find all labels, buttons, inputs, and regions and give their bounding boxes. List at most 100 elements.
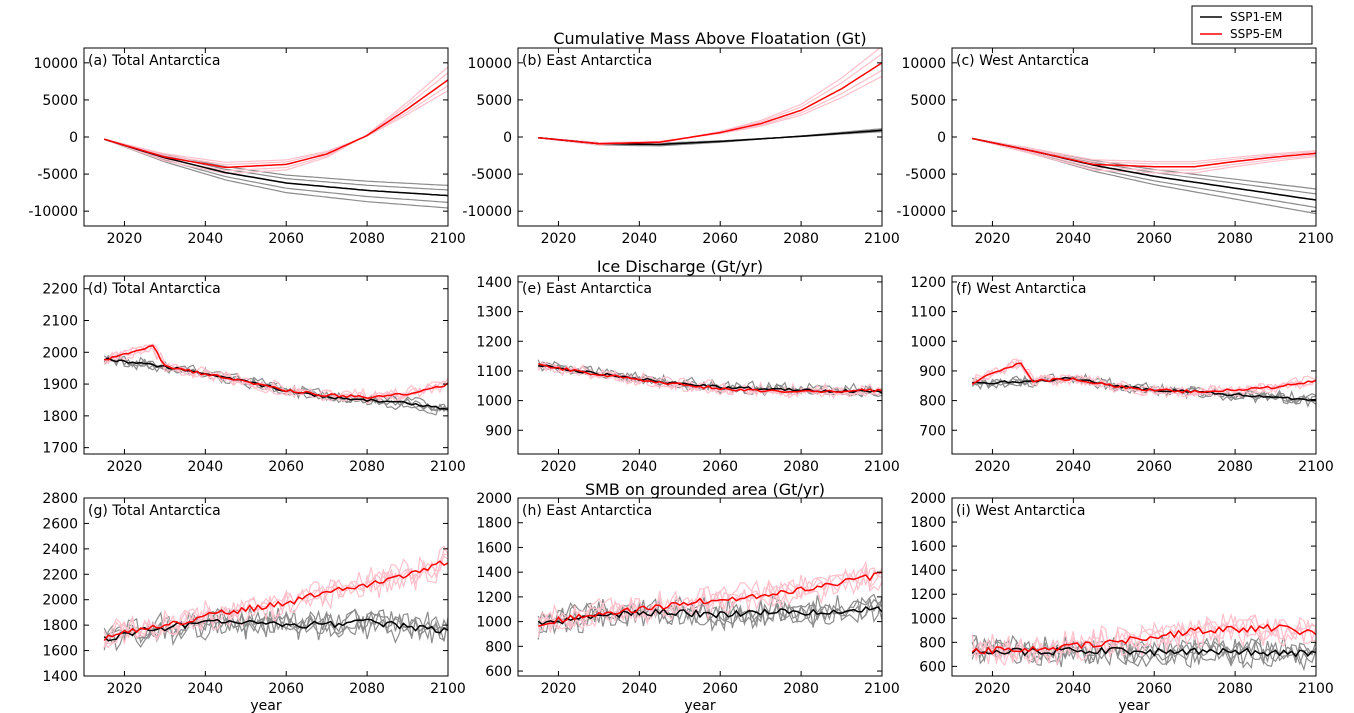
ytick-label-c-5000: 5000 — [910, 93, 946, 109]
ytick-label-i-1400: 1400 — [910, 563, 946, 579]
ytick-label-a--10000: -10000 — [28, 204, 78, 220]
xlabel-g: year — [250, 698, 281, 713]
xtick-label-c-2100: 2100 — [1298, 231, 1334, 247]
member-c-1-2 — [972, 137, 1316, 165]
member-b-1-0 — [538, 62, 882, 145]
member-h-1-2 — [537, 560, 882, 634]
xtick-label-d-2080: 2080 — [349, 459, 385, 475]
ytick-label-i-1200: 1200 — [910, 587, 946, 603]
xtick-label-e-2040: 2040 — [622, 459, 658, 475]
plot-area-d — [103, 343, 448, 416]
member-c-1-1 — [972, 137, 1316, 171]
ytick-label-b--10000: -10000 — [462, 204, 512, 220]
member-g-1-2 — [103, 545, 448, 648]
axes-frame-c — [951, 47, 1317, 227]
ytick-label-d-1800: 1800 — [42, 409, 78, 425]
xtick-label-a-2100: 2100 — [430, 231, 466, 247]
panel-label-e: (e) East Antarctica — [522, 281, 652, 297]
plot-area-b — [538, 48, 882, 147]
panel-label-h: (h) East Antarctica — [522, 503, 652, 519]
ytick-label-h-2000: 2000 — [476, 491, 512, 507]
series-b-ssp5 — [538, 62, 882, 145]
ytick-label-a--5000: -5000 — [37, 167, 78, 183]
ytick-label-b--5000: -5000 — [471, 167, 512, 183]
series-e-ssp1 — [538, 364, 882, 394]
xtick-label-i-2080: 2080 — [1217, 681, 1253, 697]
plot-area-a — [103, 66, 448, 209]
ytick-label-c--10000: -10000 — [896, 204, 946, 220]
ytick-label-e-1200: 1200 — [476, 334, 512, 350]
ytick-label-i-600: 600 — [919, 659, 946, 675]
xtick-label-f-2080: 2080 — [1217, 459, 1253, 475]
xtick-label-a-2020: 2020 — [107, 231, 143, 247]
xtick-label-a-2080: 2080 — [349, 231, 385, 247]
xtick-label-e-2100: 2100 — [864, 459, 900, 475]
xtick-label-c-2020: 2020 — [975, 231, 1011, 247]
ytick-label-f-900: 900 — [919, 364, 946, 380]
xtick-label-c-2080: 2080 — [1217, 231, 1253, 247]
xlabel-h: year — [684, 698, 715, 713]
ytick-label-i-800: 800 — [919, 635, 946, 651]
xtick-label-f-2040: 2040 — [1056, 459, 1092, 475]
member-a-1-3 — [103, 66, 448, 175]
member-c-1-4 — [972, 137, 1316, 163]
panel-f: 2020 2040 2060 2080 2100 700 800 900 1000 1100 120… — [910, 275, 1333, 475]
ytick-label-f-1000: 1000 — [910, 334, 946, 350]
ytick-label-f-1100: 1100 — [910, 305, 946, 321]
xtick-label-h-2040: 2040 — [622, 681, 658, 697]
xtick-label-i-2060: 2060 — [1136, 681, 1172, 697]
panel-label-f: (f) West Antarctica — [956, 281, 1087, 297]
xtick-label-g-2020: 2020 — [107, 681, 143, 697]
ytick-label-e-1100: 1100 — [476, 364, 512, 380]
panel-label-i: (i) West Antarctica — [956, 503, 1085, 519]
panel-label-g: (g) Total Antarctica — [88, 503, 221, 519]
ytick-label-a-5000: 5000 — [42, 93, 78, 109]
panel-label-b: (b) East Antarctica — [522, 53, 652, 69]
axes-frame-d — [83, 275, 449, 455]
ytick-label-g-1800: 1800 — [42, 618, 78, 634]
xtick-label-a-2060: 2060 — [268, 231, 304, 247]
panel-label-d: (d) Total Antarctica — [88, 281, 221, 297]
panel-c: 2020 2040 2060 2080 2100 -10000 -5000 0 5000 1000… — [896, 47, 1334, 247]
ytick-label-f-1200: 1200 — [910, 275, 946, 291]
xtick-label-e-2080: 2080 — [783, 459, 819, 475]
ytick-label-i-1600: 1600 — [910, 539, 946, 555]
member-g-0-3 — [103, 606, 448, 652]
ytick-label-h-600: 600 — [485, 664, 512, 680]
xtick-label-g-2100: 2100 — [430, 681, 466, 697]
member-i-1-1 — [971, 618, 1316, 661]
panel-a: 2020 2040 2060 2080 2100 -10000 -5000 0 5000 1000… — [28, 47, 466, 247]
ytick-label-a-0: 0 — [69, 130, 78, 146]
xtick-label-d-2100: 2100 — [430, 459, 466, 475]
ytick-label-h-800: 800 — [485, 639, 512, 655]
series-a-ssp5 — [103, 79, 448, 169]
series-h-ssp5 — [538, 571, 882, 627]
plot-area-f — [971, 358, 1316, 408]
plot-area-g — [103, 545, 448, 652]
member-i-0-2 — [971, 635, 1316, 667]
panel-e: 2020 2040 2060 2080 2100 900 1000 1100 1200 1300 1… — [476, 275, 899, 475]
ytick-label-b-5000: 5000 — [476, 93, 512, 109]
panel-i: 2020 2040 2060 2080 2100 600 800 1000 1200 1400 16… — [910, 491, 1333, 713]
xtick-label-a-2040: 2040 — [188, 231, 224, 247]
xtick-label-d-2060: 2060 — [268, 459, 304, 475]
series-g-ssp1 — [103, 618, 448, 642]
ytick-label-d-2100: 2100 — [42, 314, 78, 330]
panel-label-a: (a) Total Antarctica — [88, 53, 220, 69]
row-titles: Cumulative Mass Above Floatation (Gt) Ic… — [553, 29, 866, 499]
xtick-label-h-2080: 2080 — [783, 681, 819, 697]
legend-box — [1191, 5, 1313, 45]
xtick-label-d-2040: 2040 — [188, 459, 224, 475]
member-i-1-3 — [971, 613, 1316, 667]
ytick-label-e-1000: 1000 — [476, 394, 512, 410]
ytick-label-d-2200: 2200 — [42, 282, 78, 298]
plot-area-e — [537, 359, 882, 399]
panel-b: 2020 2040 2060 2080 2100 -10000 -5000 0 5000 1000… — [462, 47, 900, 247]
member-a-1-2 — [104, 85, 448, 166]
axes-frame-h — [517, 497, 883, 677]
xtick-label-b-2040: 2040 — [622, 231, 658, 247]
ytick-label-i-2000: 2000 — [910, 491, 946, 507]
xtick-label-e-2060: 2060 — [702, 459, 738, 475]
ytick-label-g-2400: 2400 — [42, 542, 78, 558]
ytick-label-i-1000: 1000 — [910, 611, 946, 627]
